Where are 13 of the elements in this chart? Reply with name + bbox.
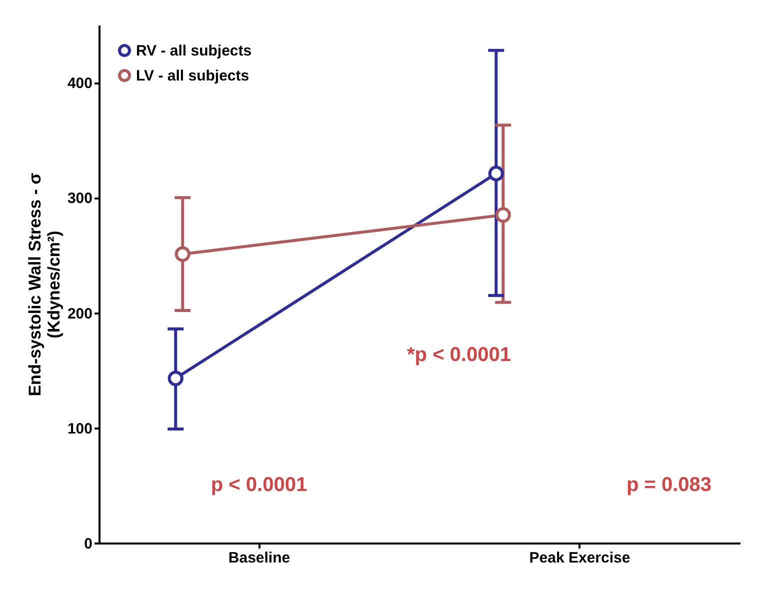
y-tick-label: 100 [67, 420, 92, 438]
y-tick-label: 300 [67, 190, 92, 208]
y-tick-label: 200 [67, 305, 92, 322]
y-axis-title: End-systolic Wall Stress - σ (Kdynes/cm²) [25, 172, 64, 396]
legend-label: LV - all subjects [136, 68, 250, 84]
annotation: *p < 0.0001 [407, 344, 511, 366]
annotation: p < 0.0001 [210, 474, 308, 496]
annotation: p = 0.083 [626, 474, 712, 496]
legend-label: RV - all subjects [136, 42, 252, 60]
y-tick-label: 0 [84, 536, 92, 552]
y-tick-label: 400 [67, 75, 92, 92]
x-tick-label: Peak Exercise [529, 550, 630, 566]
x-tick-label: Baseline [228, 550, 290, 566]
